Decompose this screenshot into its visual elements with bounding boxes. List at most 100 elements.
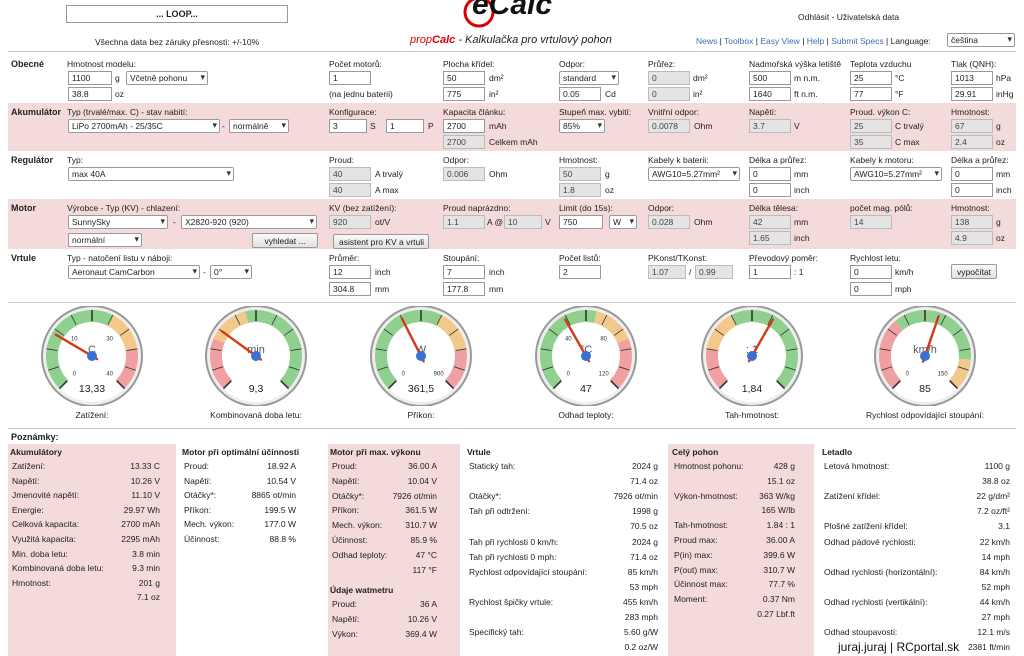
motor-cable-mm-input[interactable]: 0 xyxy=(951,167,993,181)
cell-voltage-field: 3.7 xyxy=(749,119,791,133)
wing-area-in-input[interactable]: 775 xyxy=(443,87,485,101)
gauge-unit: C xyxy=(88,344,96,356)
gauge-tick-8 xyxy=(284,328,294,336)
altitude-ft-input[interactable]: 1640 xyxy=(749,87,791,101)
model-weight-mode-select[interactable]: Včetně pohonu xyxy=(126,71,208,85)
wing-area-input[interactable]: 50 xyxy=(443,71,485,85)
notes-title: Poznámky: xyxy=(11,432,59,442)
cell-capacity-input[interactable]: 2700 xyxy=(443,119,485,133)
calculate-button[interactable]: vypočítat xyxy=(951,264,997,279)
language-select[interactable]: čeština xyxy=(947,33,1015,47)
wing-area-unit: dm² xyxy=(489,73,504,83)
air-temp-c-input[interactable]: 25 xyxy=(850,71,892,85)
battery-config-s-input[interactable]: 3 xyxy=(329,119,367,133)
drag-select[interactable]: standard xyxy=(559,71,619,85)
prop-type-select[interactable]: Aeronaut CamCarbon xyxy=(68,265,200,279)
gauge-tick-3 xyxy=(706,348,718,351)
gauge-tick-4 xyxy=(548,328,558,336)
altitude-input[interactable]: 500 xyxy=(749,71,791,85)
gauge-tick-4 xyxy=(887,328,897,336)
gauge-tick-10 xyxy=(289,366,300,371)
motor-length-in-unit: inch xyxy=(794,233,810,243)
power-limit-label: Limit (do 15s): xyxy=(559,203,613,213)
gauge-tick-label: 0 xyxy=(402,372,406,378)
section-general: Obecné xyxy=(11,59,45,69)
battery-config-s-unit: S xyxy=(370,121,376,131)
battery-charge-select[interactable]: normálně xyxy=(229,119,289,133)
gauge-tick-label: 40 xyxy=(106,372,113,378)
c-rating-label: Proud. výkon C: xyxy=(850,107,911,117)
kv-assistant-button[interactable]: asistent pro KV a vrtuli xyxy=(333,234,429,249)
battery-cable-label: Kabely k baterii: xyxy=(648,155,709,165)
drag-cd-input[interactable]: 0.05 xyxy=(559,87,601,101)
pressure-input[interactable]: 1013 xyxy=(951,71,993,85)
esc-current-max-unit: A max xyxy=(375,185,399,195)
battery-cable-mm-input[interactable]: 0 xyxy=(749,167,791,181)
prop-diameter-mm-unit: mm xyxy=(375,284,390,294)
c-rating-cont-unit: C trvalý xyxy=(895,121,924,131)
prop-blades-input[interactable]: 2 xyxy=(559,265,601,279)
language-label: Language: xyxy=(890,36,931,46)
power-limit-input[interactable]: 750 xyxy=(559,215,603,229)
battery-weight-g-unit: g xyxy=(996,121,1001,131)
motor-model-select[interactable]: X2820-920 (920) xyxy=(181,215,317,229)
battery-config-p-input[interactable]: 1 xyxy=(386,119,424,133)
battery-cable-select[interactable]: AWG10=5.27mm² xyxy=(648,167,740,181)
gear-ratio-input[interactable]: 1 xyxy=(749,265,791,279)
max-discharge-select[interactable]: 85% xyxy=(559,119,605,133)
nav-help[interactable]: Help xyxy=(806,36,825,46)
air-temp-f-input[interactable]: 77 xyxy=(850,87,892,101)
prop-diameter-label: Průměr: xyxy=(329,253,360,263)
gauge-tick-label: 30 xyxy=(106,336,113,342)
ecalc-logo-icon xyxy=(463,0,495,28)
tconst-field: 0.99 xyxy=(695,265,733,279)
noload-current-field: 1.1 xyxy=(443,215,485,229)
cell-capacity-label: Kapacita článku: xyxy=(443,107,506,117)
esc-current-max-field: 40 xyxy=(329,183,371,197)
esc-type-select[interactable]: max 40A xyxy=(68,167,234,181)
nav-submit-specs[interactable]: Submit Specs xyxy=(831,36,884,46)
gauge-tick-7 xyxy=(107,314,114,325)
motors-count-input[interactable]: 1 xyxy=(329,71,371,85)
logout-link[interactable]: Odhlásit - Uživatelská data xyxy=(798,12,900,22)
motor-weight-g-field: 138 xyxy=(951,215,993,229)
battery-type-select[interactable]: LiPo 2700mAh - 25/35C xyxy=(68,119,220,133)
prop-diameter-mm-input[interactable]: 304.8 xyxy=(329,282,371,296)
motor-cable-in-input[interactable]: 0 xyxy=(951,183,993,197)
loop-button[interactable]: ... LOOP... xyxy=(66,5,288,23)
gauge-unit: km/h xyxy=(913,344,937,356)
gauge-tick-7 xyxy=(601,314,608,325)
prop-diameter-in-input[interactable]: 12 xyxy=(329,265,371,279)
motor-cooling-select[interactable]: normální xyxy=(68,233,142,247)
gauge-unit: W xyxy=(416,344,427,356)
gauge-tick-3 xyxy=(540,348,552,351)
motor-maker-select[interactable]: SunnySky xyxy=(68,215,168,229)
nav-news[interactable]: News xyxy=(696,36,718,46)
nav-toolbox[interactable]: Toolbox xyxy=(724,36,754,46)
gauge-tick-2 xyxy=(48,366,59,371)
gauge-tick-7 xyxy=(436,314,443,325)
prop-pitch-in-input[interactable]: 7 xyxy=(443,265,485,279)
motor-cable-select[interactable]: AWG10=5.27mm² xyxy=(850,167,942,181)
prop-angle-select[interactable]: 0° xyxy=(210,265,252,279)
pressure-inhg-input[interactable]: 29.91 xyxy=(951,87,993,101)
nav-easy-view[interactable]: Easy View xyxy=(760,36,800,46)
altitude-ft-unit: ft n.m. xyxy=(794,89,818,99)
motor-search-button[interactable]: vyhledat ... xyxy=(252,233,318,248)
gauge-tick-11 xyxy=(610,380,620,390)
motor-cable-label: Kabely k motoru: xyxy=(850,155,914,165)
gauge-tick-11 xyxy=(280,380,290,390)
pressure-unit: hPa xyxy=(996,73,1012,83)
motors-count-label: Počet motorů: xyxy=(329,59,382,69)
flight-speed-mph-input[interactable]: 0 xyxy=(850,282,892,296)
model-weight-oz-input[interactable]: 38.8 xyxy=(68,87,112,101)
gauge-zone-3 xyxy=(609,338,632,389)
prop-pitch-mm-input[interactable]: 177.8 xyxy=(443,282,485,296)
power-limit-unit-select[interactable]: W xyxy=(609,215,637,229)
gauge-tick-8 xyxy=(953,328,963,336)
flight-speed-kmh-input[interactable]: 0 xyxy=(850,265,892,279)
model-weight-input[interactable]: 1100 xyxy=(68,71,112,85)
battery-cable-in-input[interactable]: 0 xyxy=(749,183,791,197)
kv-label: KV (bez zatížení): xyxy=(329,203,397,213)
